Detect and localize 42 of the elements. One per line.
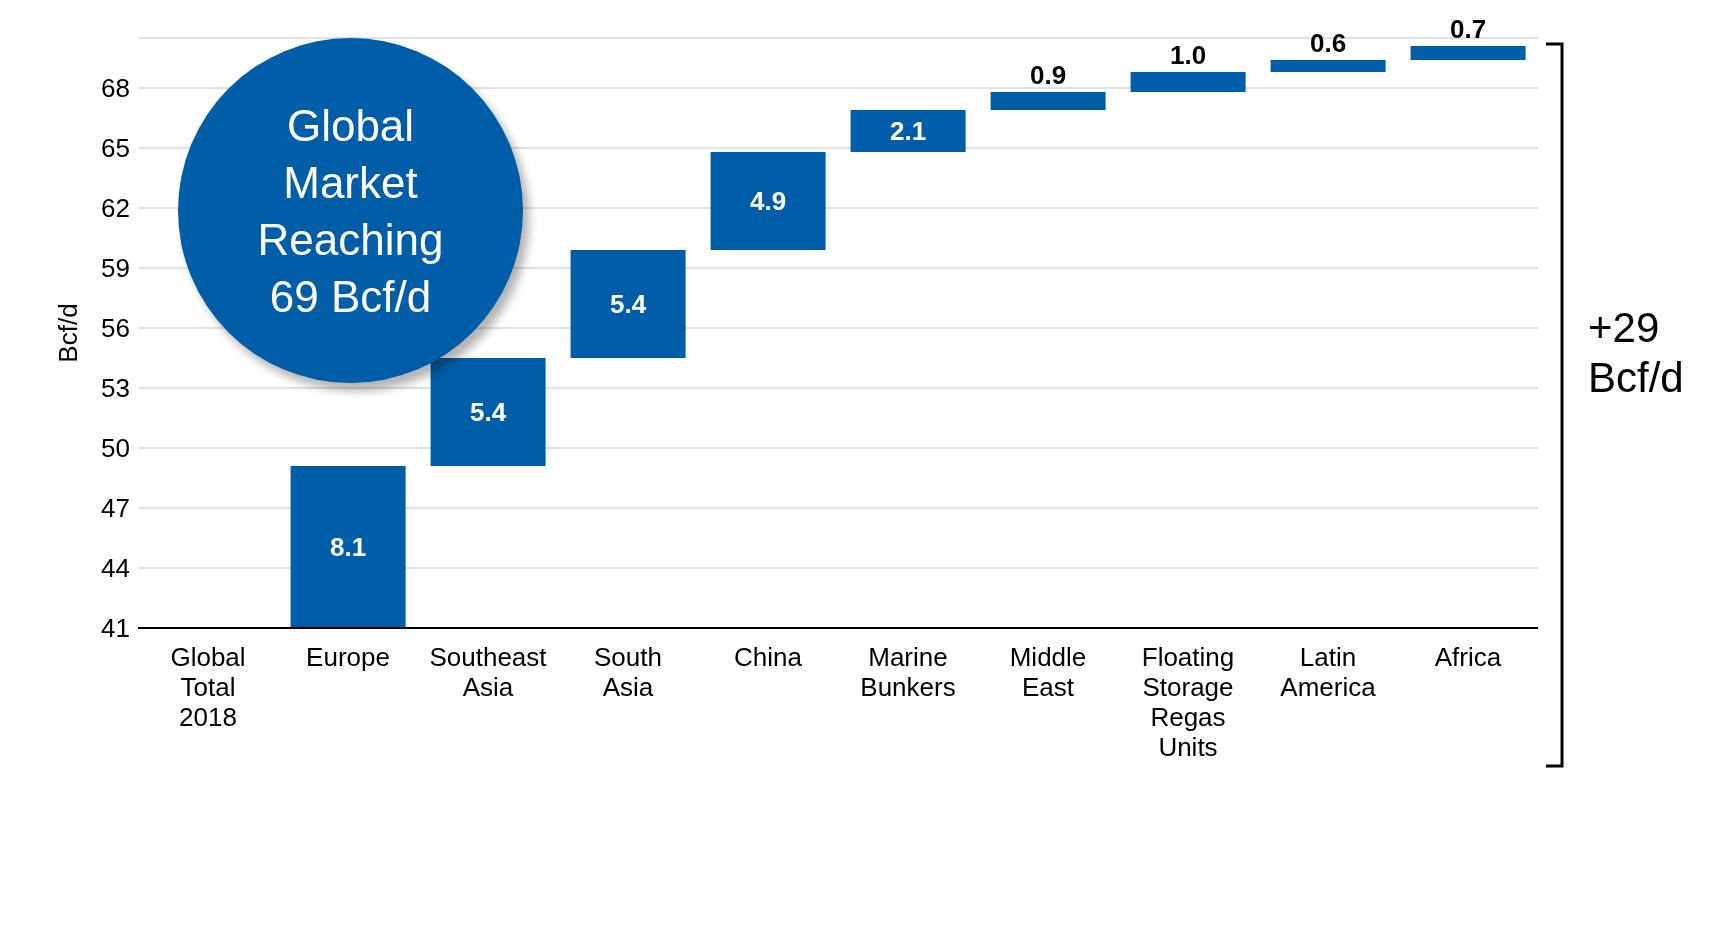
x-tick-label: Southeast Asia [429, 642, 548, 702]
y-tick-label: 62 [101, 193, 130, 224]
bar [290, 466, 406, 628]
y-tick-label: 68 [101, 73, 130, 104]
x-tick-label: China [734, 642, 803, 672]
data-label: 4.9 [750, 186, 787, 216]
y-tick-label: 50 [101, 433, 130, 464]
data-label: 2.1 [890, 116, 927, 146]
circle-badge: Global Market Reaching 69 Bcf/d [178, 38, 523, 383]
x-tick-label: Global Total 2018 [170, 642, 246, 732]
x-tick-label: Latin America [1280, 642, 1377, 702]
x-tick-label: Europe [306, 642, 390, 672]
y-tick-label: 65 [101, 133, 130, 164]
bar [1130, 72, 1246, 92]
x-tick-label: Floating Storage Regas Units [1141, 642, 1235, 762]
bar [1270, 60, 1386, 72]
bar [430, 358, 546, 466]
data-label: 0.7 [1450, 14, 1487, 44]
y-tick-label: 41 [101, 613, 130, 644]
x-tick-label: Marine Bunkers [860, 642, 956, 702]
text: +29 Bcf/d [1588, 303, 1684, 403]
bar [1410, 46, 1526, 60]
bar [990, 92, 1106, 110]
x-tick-label: Africa [1434, 642, 1502, 672]
y-tick-label: 53 [101, 373, 130, 404]
data-label: 0.9 [1030, 60, 1067, 90]
y-tick-label: 44 [101, 553, 130, 584]
data-label: 8.1 [330, 532, 367, 562]
bar [710, 152, 826, 250]
x-tick-label: South Asia [594, 642, 662, 702]
bar [570, 250, 686, 358]
bar [850, 110, 966, 152]
y-tick-label: 47 [101, 493, 130, 524]
annotation: Global Market Reaching 69 Bcf/d [257, 99, 444, 323]
x-tick-label: Middle East [1009, 642, 1087, 702]
data-label: 0.6 [1310, 28, 1347, 58]
data-label: 1.0 [1170, 40, 1207, 70]
data-label: 5.4 [610, 289, 647, 319]
data-label: 5.4 [470, 397, 507, 427]
y-axis-title: Bcf/d [53, 303, 84, 363]
y-tick-label: 56 [101, 313, 130, 344]
y-tick-label: 59 [101, 253, 130, 284]
